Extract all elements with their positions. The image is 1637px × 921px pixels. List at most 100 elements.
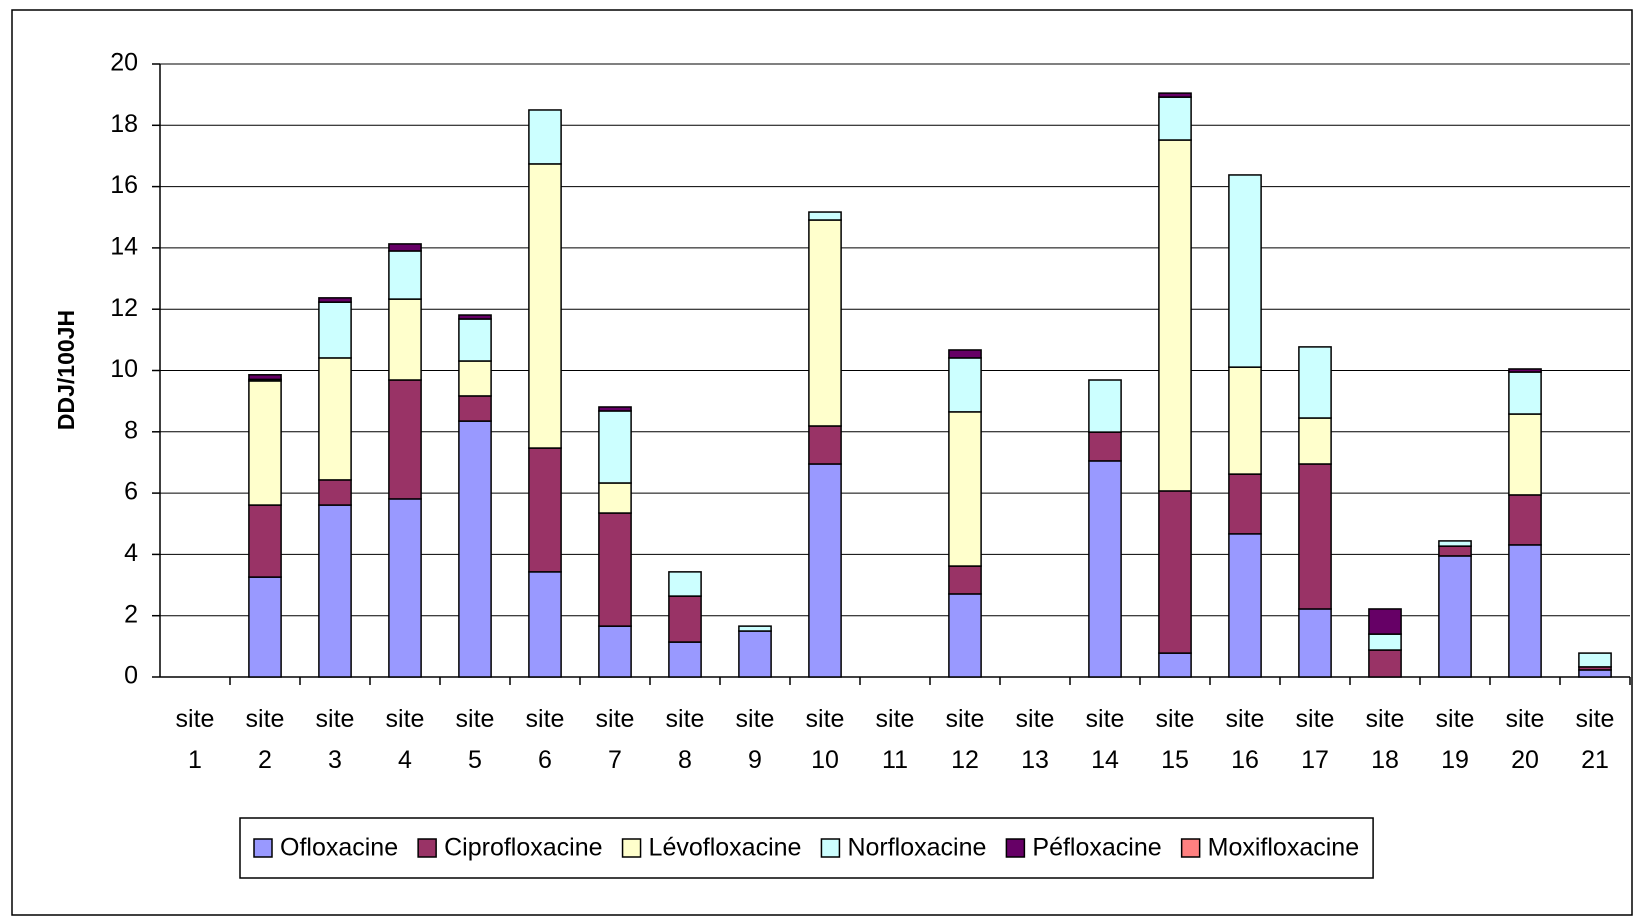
bar-segment xyxy=(808,463,842,678)
bar-segment xyxy=(1368,608,1402,635)
bar-segment xyxy=(1298,346,1332,419)
bar-segment xyxy=(1158,490,1192,654)
bar-segment xyxy=(598,406,632,412)
x-tick-label: site 10 xyxy=(805,705,845,774)
bar-segment xyxy=(668,641,702,678)
bar-segment xyxy=(948,357,982,413)
legend-swatch xyxy=(621,838,642,858)
bar-segment xyxy=(948,565,982,595)
bar-segment xyxy=(458,360,492,397)
bar-segment xyxy=(1508,413,1542,496)
bar-segment xyxy=(808,425,842,465)
bar-segment xyxy=(598,482,632,514)
bar-segment xyxy=(528,109,562,165)
bar-segment xyxy=(1508,494,1542,546)
bar-segment xyxy=(1578,652,1612,668)
bar-segment xyxy=(668,595,702,643)
bar-segment xyxy=(248,380,282,506)
y-tick-label: 12 xyxy=(110,294,138,322)
x-tick-label: site 21 xyxy=(1575,705,1615,774)
bar-segment xyxy=(598,410,632,484)
legend-label: Moxifloxacine xyxy=(1208,834,1359,862)
bar-segment xyxy=(1088,431,1122,462)
x-tick-label: site 15 xyxy=(1155,705,1195,774)
bar-segment xyxy=(248,504,282,578)
bar-segment xyxy=(1158,96,1192,141)
x-tick-label: site 12 xyxy=(945,705,985,774)
bar-segment xyxy=(1088,379,1122,433)
bar-segment xyxy=(388,298,422,381)
bar-segment xyxy=(388,379,422,500)
bar-segment xyxy=(1438,545,1472,557)
x-tick-label: site 2 xyxy=(245,705,285,774)
y-axis-label: DDJ/100JH xyxy=(53,310,79,430)
bar-segment xyxy=(1298,608,1332,678)
y-tick-label: 10 xyxy=(110,355,138,383)
bar-segment xyxy=(808,211,842,221)
legend-label: Lévofloxacine xyxy=(649,834,802,862)
legend-swatch xyxy=(253,838,273,858)
bar-segment xyxy=(1438,555,1472,678)
y-tick-label: 6 xyxy=(124,478,138,506)
bar-segment xyxy=(1088,460,1122,678)
bar-segment xyxy=(1368,649,1402,678)
bar-segment xyxy=(948,411,982,567)
legend-swatch xyxy=(1180,838,1201,858)
bar-segment xyxy=(948,349,982,359)
bar-segment xyxy=(318,504,352,678)
bar-segment xyxy=(528,571,562,678)
bar-segment xyxy=(598,512,632,627)
legend-label: Norfloxacine xyxy=(847,834,986,862)
bar-segment xyxy=(738,625,772,632)
x-tick-label: site 20 xyxy=(1505,705,1545,774)
x-tick-label: site 5 xyxy=(455,705,495,774)
bar-segment xyxy=(1298,417,1332,465)
bar-segment xyxy=(1158,92,1192,98)
y-tick-label: 0 xyxy=(124,662,138,690)
bar-segment xyxy=(1508,371,1542,415)
bar-segment xyxy=(1578,669,1612,678)
legend-swatch xyxy=(417,838,437,858)
x-tick-label: site 17 xyxy=(1295,705,1335,774)
y-tick-label: 2 xyxy=(124,600,138,628)
bar-segment xyxy=(388,243,422,252)
bar-segment xyxy=(458,318,492,362)
bar-segment xyxy=(808,219,842,427)
bar-segment xyxy=(458,420,492,678)
bar-segment xyxy=(318,479,352,506)
bar-segment xyxy=(528,163,562,449)
bar-segment xyxy=(458,395,492,422)
y-tick-label: 20 xyxy=(110,49,138,77)
legend-swatch xyxy=(1005,838,1026,858)
bar-segment xyxy=(948,593,982,678)
bar-segment xyxy=(1228,174,1262,368)
legend-box xyxy=(239,817,1374,879)
y-tick-label: 8 xyxy=(124,416,138,444)
bar-segment xyxy=(1228,473,1262,535)
bar-segment xyxy=(248,374,282,381)
bar-segment xyxy=(248,576,282,678)
bar-segment xyxy=(1298,463,1332,610)
x-tick-label: site 8 xyxy=(665,705,705,774)
x-tick-label: site 4 xyxy=(385,705,425,774)
x-tick-label: site 3 xyxy=(315,705,355,774)
bar-segment xyxy=(1158,139,1192,492)
x-tick-label: site 1 xyxy=(175,705,215,774)
x-tick-label: site 19 xyxy=(1435,705,1475,774)
legend-swatch xyxy=(820,838,841,858)
legend-label: Péfloxacine xyxy=(1032,834,1161,862)
y-tick-label: 18 xyxy=(110,110,138,138)
y-tick-label: 14 xyxy=(110,233,138,261)
legend-label: Ofloxacine xyxy=(280,834,398,862)
bar-segment xyxy=(1228,366,1262,475)
chart-border xyxy=(11,9,1633,916)
y-tick-label: 16 xyxy=(110,171,138,199)
bar-segment xyxy=(1368,633,1402,651)
bar-segment xyxy=(598,625,632,678)
bar-segment xyxy=(738,630,772,678)
x-tick-label: site 14 xyxy=(1085,705,1125,774)
bar-segment xyxy=(458,314,492,320)
bar-segment xyxy=(1228,533,1262,678)
